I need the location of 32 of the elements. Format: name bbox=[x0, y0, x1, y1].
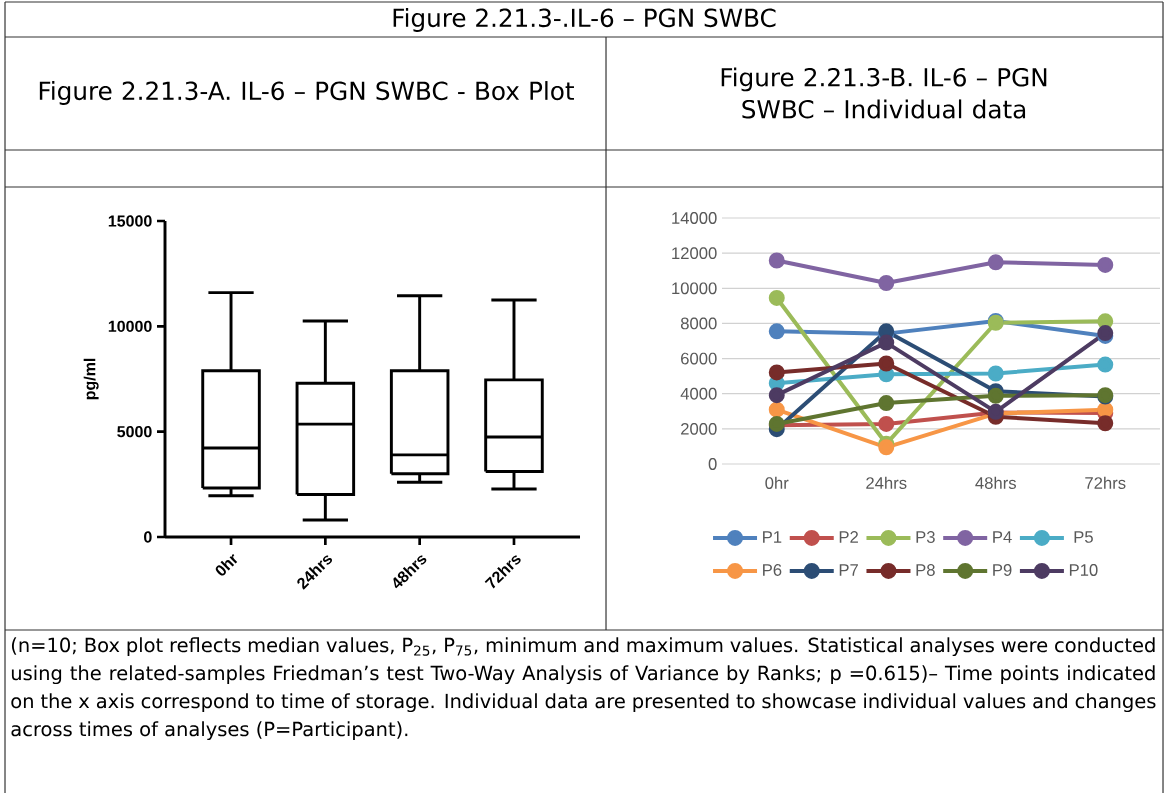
legend-label: P8 bbox=[916, 564, 935, 576]
legend-label: P7 bbox=[839, 564, 858, 576]
legend-label: P6 bbox=[763, 564, 782, 576]
legend-label: P5 bbox=[1074, 531, 1093, 543]
legend-label: P4 bbox=[993, 531, 1012, 543]
x-tick-label: 0hr bbox=[215, 554, 238, 576]
y-tick-label: 12000 bbox=[672, 247, 717, 260]
y-tick-label: 2000 bbox=[681, 422, 717, 435]
x-tick-label: 0hr bbox=[765, 476, 789, 489]
y-axis-title: pg/ml bbox=[83, 358, 99, 400]
y-tick-label: 6000 bbox=[681, 352, 717, 365]
legend-label: P1 bbox=[763, 531, 782, 543]
legend-label: P3 bbox=[916, 531, 935, 543]
y-tick-label: 14000 bbox=[672, 212, 717, 224]
caption: Figure 2.21.3-.IL-6 – PGN SWBC bbox=[393, 8, 776, 32]
legend-label: P10 bbox=[1069, 564, 1098, 576]
text: (n=10; Box plot reflects median values, P$_{25}$, P$_{75}$, minimum and maximum values. Statistical analyses were conducted using the related-samples Friedman’s test Two-Way Analysis of Variance by Ranks; p =0.615)– Time points indicated on the x axis correspond to time of storage. Individual data are presented to showcase individual values and changes across times of analyses (P=Participant). bbox=[11, 637, 1156, 741]
y-tick-label: 10000 bbox=[672, 282, 717, 295]
x-tick-label: 24hrs bbox=[866, 476, 907, 489]
y-tick-label: 0 bbox=[708, 458, 717, 470]
x-tick-label: 72hrs bbox=[1085, 476, 1126, 489]
legend-label: P2 bbox=[839, 531, 858, 543]
legend-label: P9 bbox=[993, 564, 1012, 576]
y-tick-label: 4000 bbox=[680, 387, 717, 400]
y-tick-label: 15000 bbox=[108, 215, 152, 227]
y-tick-label: 10000 bbox=[108, 320, 152, 332]
chart-title: Figure 2.21.3-B. IL-6 – PGN SWBC – Individual data bbox=[721, 67, 1047, 119]
y-tick-label: 0 bbox=[144, 531, 152, 543]
chart-title: Figure 2.21.3-A. IL-6 – PGN SWBC - Box Plot bbox=[39, 81, 574, 105]
y-tick-label: 5000 bbox=[117, 426, 152, 438]
x-tick-label: 48hrs bbox=[975, 476, 1016, 489]
y-tick-label: 8000 bbox=[680, 317, 717, 330]
